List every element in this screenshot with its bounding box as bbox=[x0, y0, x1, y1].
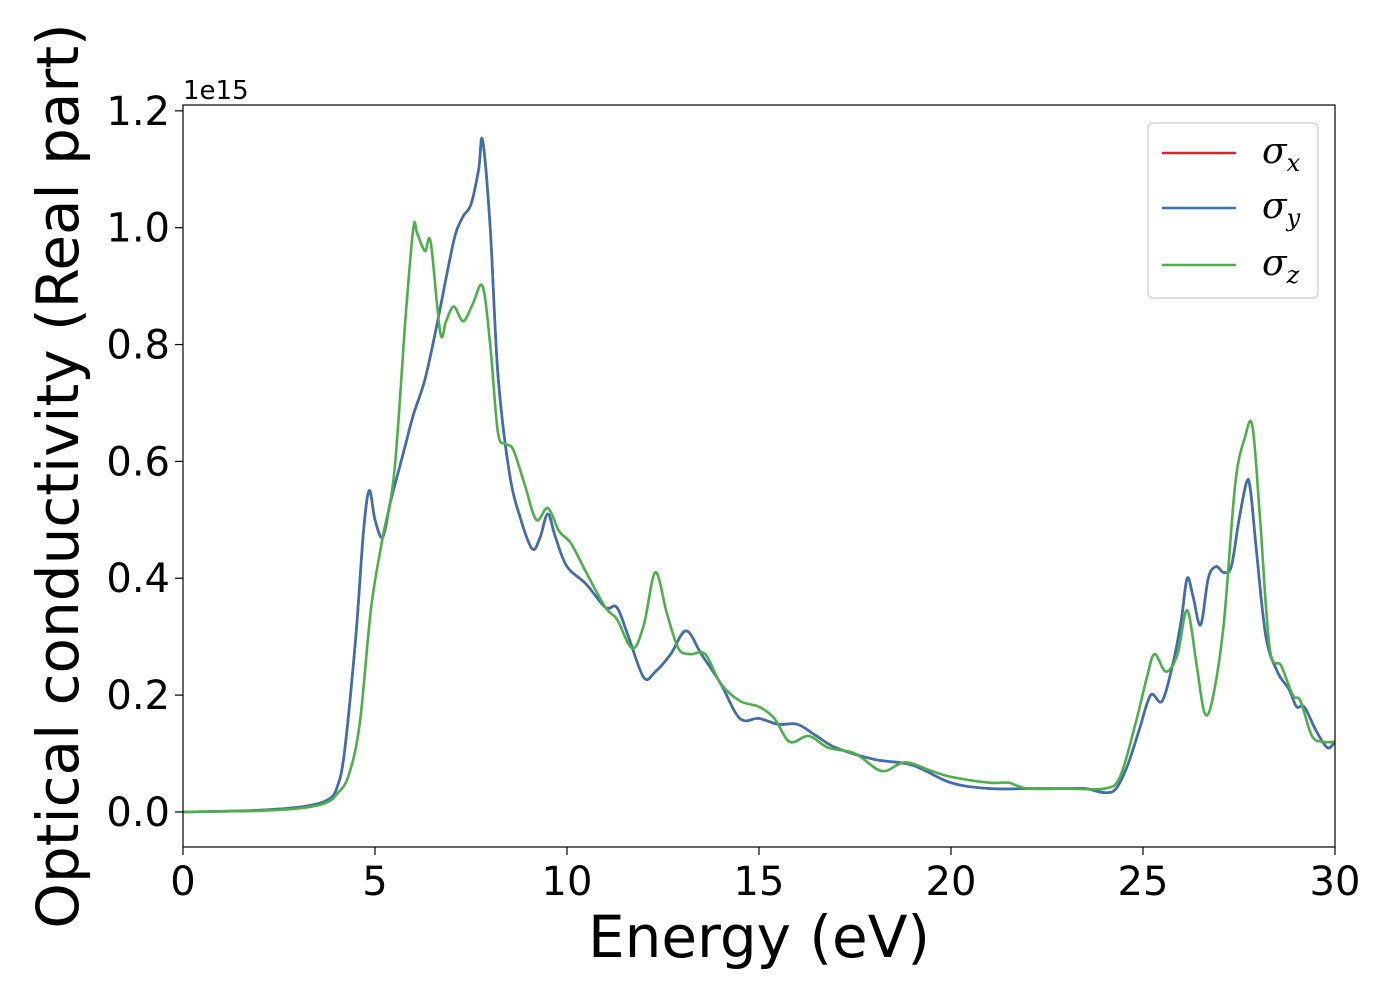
series-line-sigma-z bbox=[183, 221, 1335, 814]
y-tick-label: 0.4 bbox=[106, 556, 170, 602]
x-tick-label: 10 bbox=[542, 859, 593, 905]
legend-box bbox=[1147, 122, 1319, 299]
legend-subscript: z bbox=[1286, 261, 1300, 289]
x-axis: 0 5 10 15 20 25 30 bbox=[170, 847, 1360, 905]
x-tick-label: 0 bbox=[170, 859, 195, 905]
series-layer bbox=[183, 136, 1335, 814]
y-axis: 0.0 0.2 0.4 0.6 0.8 1.0 1.2 bbox=[106, 89, 183, 836]
y-tick-label: 1.0 bbox=[106, 206, 170, 252]
legend-label-sigma-x: σx bbox=[1262, 131, 1301, 177]
x-axis-label: Energy (eV) bbox=[588, 903, 930, 971]
x-tick-label: 5 bbox=[362, 859, 387, 905]
x-tick-label: 20 bbox=[926, 859, 977, 905]
y-axis-offset-label: 1e15 bbox=[183, 76, 249, 106]
series-line-sigma-y bbox=[183, 136, 1335, 814]
y-tick-label: 1.2 bbox=[106, 89, 170, 135]
y-tick-label: 0.8 bbox=[106, 323, 170, 369]
legend-symbol: σ bbox=[1262, 131, 1288, 172]
legend-subscript: x bbox=[1287, 149, 1301, 177]
y-axis-label: Optical conductivity (Real part) bbox=[24, 23, 92, 928]
y-tick-label: 0.0 bbox=[106, 790, 170, 836]
y-tick-label: 0.6 bbox=[106, 439, 170, 485]
legend-subscript: y bbox=[1286, 204, 1301, 232]
legend-label-sigma-z: σz bbox=[1262, 243, 1300, 289]
x-tick-label: 15 bbox=[734, 859, 785, 905]
legend-symbol: σ bbox=[1262, 186, 1288, 227]
y-tick-label: 0.2 bbox=[106, 673, 170, 719]
x-tick-label: 30 bbox=[1310, 859, 1361, 905]
legend-symbol: σ bbox=[1262, 243, 1288, 284]
x-tick-label: 25 bbox=[1118, 859, 1169, 905]
legend-label-sigma-y: σy bbox=[1262, 186, 1301, 232]
